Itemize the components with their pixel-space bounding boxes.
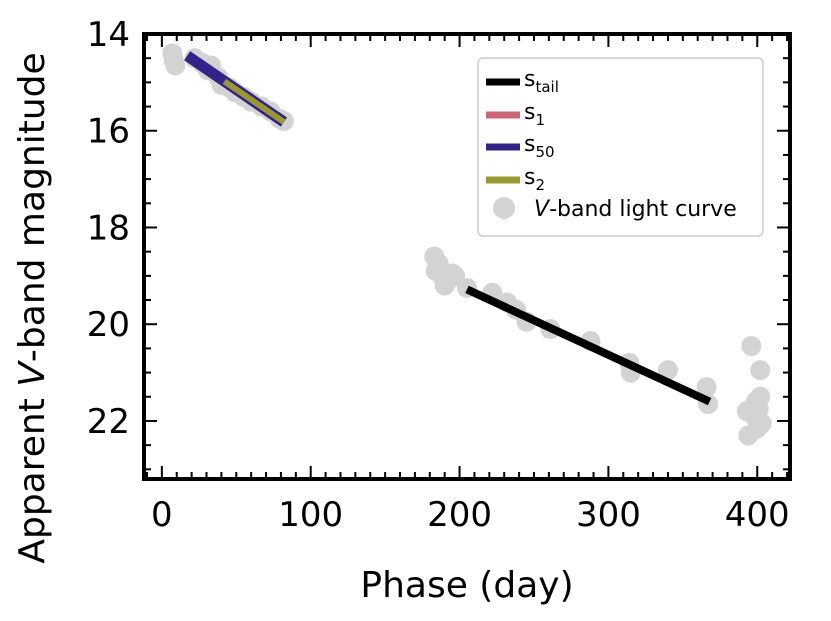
legend-label-lc: V-band light curve bbox=[534, 197, 737, 222]
y-tick-label-22: 22 bbox=[87, 402, 130, 442]
y-tick-label-20: 20 bbox=[87, 305, 130, 345]
tick-layer: 0 100 200 300 400 14 16 18 20 22 bbox=[87, 15, 790, 535]
y-tick-label-14: 14 bbox=[87, 15, 130, 55]
y-axis-label-italic: V bbox=[12, 360, 53, 387]
legend-label-s-1: s1 bbox=[524, 100, 545, 129]
light-curve-point-39 bbox=[741, 335, 762, 356]
legend-label-s-50: s50 bbox=[524, 132, 555, 161]
y-tick-label-16: 16 bbox=[87, 112, 130, 152]
x-tick-label-300: 300 bbox=[576, 495, 641, 535]
legend-label-base: s bbox=[524, 67, 535, 92]
legend-box bbox=[477, 57, 764, 237]
legend-label-sub: 1 bbox=[535, 111, 545, 129]
legend-label-sub: 50 bbox=[535, 143, 554, 161]
x-tick-label-200: 200 bbox=[427, 495, 492, 535]
legend-label-sub: 2 bbox=[535, 176, 545, 194]
legend-label-s-tail: stail bbox=[524, 67, 559, 96]
y-axis-label: Apparent V-band magnitude bbox=[12, 52, 53, 563]
legend-label-lc-italic: V bbox=[534, 197, 551, 222]
x-axis-label: Phase (day) bbox=[360, 565, 573, 606]
x-tick-label-0: 0 bbox=[151, 495, 173, 535]
fit-line-s-tail bbox=[465, 285, 712, 406]
legend-label-base: s bbox=[524, 132, 535, 157]
y-axis-label-pre: Apparent bbox=[12, 387, 53, 564]
fit-layer bbox=[184, 51, 712, 406]
light-curve-point-45 bbox=[750, 386, 771, 407]
legend-label-sub: tail bbox=[535, 78, 558, 96]
light-curve-point-34 bbox=[657, 360, 678, 381]
legend-label-lc-text: -band light curve bbox=[549, 197, 737, 222]
legend-label-base: s bbox=[524, 165, 535, 190]
light-curve-point-46 bbox=[751, 413, 772, 434]
y-tick-label-18: 18 bbox=[87, 208, 130, 248]
light-curve-point-44 bbox=[750, 360, 771, 381]
y-axis-label-post: -band magnitude bbox=[12, 52, 53, 362]
light-curve-point-2 bbox=[165, 55, 186, 76]
light-curve-point-35 bbox=[696, 377, 717, 398]
x-tick-label-400: 400 bbox=[725, 495, 790, 535]
x-tick-label-100: 100 bbox=[278, 495, 343, 535]
plot-frame bbox=[142, 32, 792, 481]
fit-line-s-2 bbox=[222, 78, 286, 125]
legend-label-s-2: s2 bbox=[524, 165, 545, 194]
legend-label-base: s bbox=[524, 100, 535, 125]
legend-marker-lc bbox=[493, 197, 515, 219]
